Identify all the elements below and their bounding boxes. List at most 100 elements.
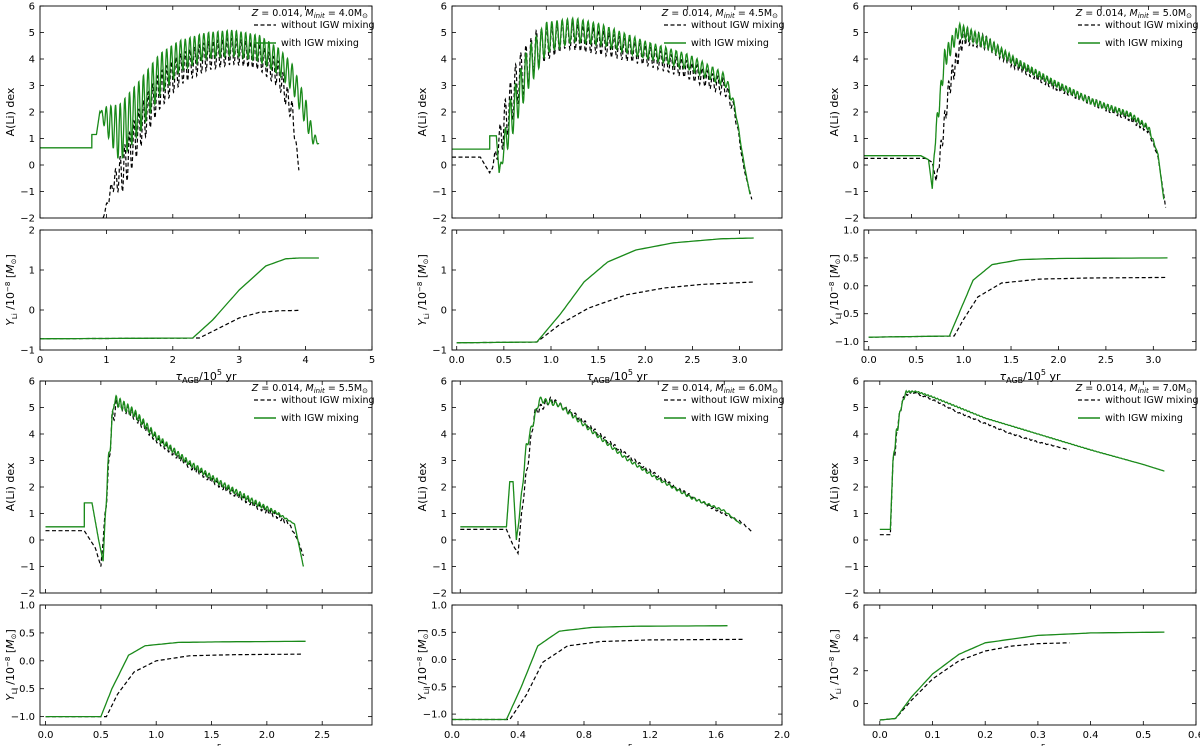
x-tick-label: 2.0 (259, 730, 275, 741)
series-without-m55-bottom (45, 653, 304, 718)
y-tick-label: 0.5 (431, 628, 447, 639)
panel-m55-top: −2 −1 0 1 2 3 4 5 6 A(Li) dex Z = 0.014, Minit = 5… (4, 377, 375, 600)
series-with-m70-top (879, 389, 1165, 531)
x-tick-label: 0.5 (93, 730, 109, 741)
panel-m40-top: −2 −1 0 1 2 3 4 5 6 A(Li) dex Z = 0.014, Minit = 4… (4, 2, 375, 225)
y-tick-label: 2 (29, 108, 35, 119)
y-tick-label: 4 (441, 430, 447, 441)
y-axis-label: YLi /10−8 [M⊙] (4, 629, 19, 701)
x-tick-label: 1 (103, 355, 109, 366)
panel-m70-top: −2 −1 0 1 2 3 4 5 6 A(Li) dex Z = 0.014, Minit = 7… (828, 377, 1199, 600)
series-without-m50-top (864, 25, 1167, 208)
panel-title: Z = 0.014, Minit = 6.0M⊙ (661, 383, 778, 395)
x-tick-label: 0.0 (38, 730, 54, 741)
axes-frame (39, 604, 373, 726)
y-tick-label: 4 (853, 430, 859, 441)
y-tick-label: 0 (29, 161, 35, 172)
x-tick-label: 0.4 (1083, 730, 1099, 741)
y-tick-label: 2 (853, 108, 859, 119)
y-axis-label: YLi /10−8 [M⊙] (828, 629, 843, 701)
y-tick-label: 2 (853, 666, 859, 677)
panel-title: Z = 0.014, Minit = 4.0M⊙ (251, 8, 368, 20)
y-axis-label: YLi /10−8 [M⊙] (416, 254, 431, 326)
y-tick-label: 5 (29, 403, 35, 414)
y-tick-label: −2 (432, 589, 447, 600)
y-tick-label: 2 (853, 483, 859, 494)
series-without-m70-top (879, 390, 1070, 536)
y-tick-label: 1 (441, 134, 447, 145)
series-with-m45-bottom (456, 237, 754, 344)
legend-label-without: without IGW mixing (691, 395, 785, 406)
y-tick-label: 0 (853, 536, 859, 547)
y-tick-label: 0 (853, 161, 859, 172)
y-tick-label: 1 (29, 266, 35, 277)
x-tick-label: 0.4 (510, 730, 526, 741)
series-with-m55-bottom (45, 640, 306, 718)
y-tick-label: 1.0 (431, 601, 447, 612)
y-tick-label: 3 (29, 456, 35, 467)
x-axis-label: τAGB/105 yr (587, 368, 648, 385)
y-tick-label: 2 (29, 483, 35, 494)
x-tick-label: 0.0 (444, 730, 460, 741)
series-with-m40-top (40, 28, 320, 160)
y-tick-label: −1 (20, 562, 35, 573)
x-tick-label: 2.5 (1098, 355, 1114, 366)
series-without-m45-bottom (456, 281, 754, 344)
x-tick-label: 3.0 (732, 355, 748, 366)
y-tick-label: 6 (853, 377, 859, 388)
x-tick-label: 4 (302, 355, 308, 366)
series-with-m70-bottom (879, 631, 1165, 721)
legend-label-with: with IGW mixing (281, 38, 359, 49)
y-tick-label: −1 (432, 187, 447, 198)
y-tick-label: −1.0 (423, 710, 447, 721)
y-axis-label: A(Li) dex (4, 462, 17, 511)
y-tick-label: 1.0 (19, 601, 35, 612)
x-tick-label: 0.8 (576, 730, 592, 741)
y-tick-label: −1 (844, 562, 859, 573)
y-tick-label: −0.5 (11, 684, 35, 695)
y-axis-label: YLi /10−8 [M⊙] (416, 629, 431, 701)
y-tick-label: 3 (853, 456, 859, 467)
series-without-m50-bottom (868, 276, 1168, 338)
y-tick-label: 5 (29, 28, 35, 39)
panel-m45-top: −2 −1 0 1 2 3 4 5 6 A(Li) dex Z = 0.014, Minit = 4… (416, 2, 785, 225)
y-tick-label: 6 (853, 2, 859, 13)
legend-label-with: with IGW mixing (691, 38, 769, 49)
x-tick-label: 5 (369, 355, 375, 366)
y-tick-label: 5 (441, 28, 447, 39)
y-tick-label: 4 (853, 633, 859, 644)
y-tick-label: 0 (441, 306, 447, 317)
x-tick-label: 0.0 (872, 730, 888, 741)
legend-label-without: without IGW mixing (1105, 395, 1199, 406)
x-tick-label: 2.0 (637, 355, 653, 366)
y-tick-label: 1 (441, 266, 447, 277)
panel-title: Z = 0.014, Minit = 5.0M⊙ (1075, 8, 1192, 20)
x-tick-label: 0.3 (1030, 730, 1046, 741)
x-tick-label: 1.6 (708, 730, 724, 741)
y-tick-label: −1 (20, 346, 35, 357)
y-tick-label: 4 (853, 55, 859, 66)
y-tick-label: 1 (441, 509, 447, 520)
y-tick-label: 0 (441, 161, 447, 172)
y-tick-label: 6 (441, 2, 447, 13)
legend-label-without: without IGW mixing (1105, 20, 1199, 31)
x-tick-label: 1.0 (543, 355, 559, 366)
series-with-m50-bottom (868, 257, 1168, 338)
x-tick-label: 1.5 (590, 355, 606, 366)
legend-label-with: with IGW mixing (1105, 38, 1183, 49)
y-tick-label: −0.5 (835, 309, 859, 320)
axes-frame (863, 229, 1197, 351)
series-with-m60-bottom (452, 625, 728, 721)
x-tick-label: 0 (37, 355, 43, 366)
y-tick-label: 4 (29, 430, 35, 441)
y-tick-label: −1 (844, 187, 859, 198)
x-axis-label: τAGB/105 yr (1000, 368, 1061, 385)
y-tick-label: 6 (29, 2, 35, 13)
y-tick-label: 3 (853, 81, 859, 92)
y-tick-label: −1 (432, 346, 447, 357)
series-with-m60-top (460, 396, 742, 541)
y-tick-label: 0 (29, 536, 35, 547)
y-tick-label: 0.0 (431, 655, 447, 666)
y-axis-label: A(Li) dex (416, 462, 429, 511)
